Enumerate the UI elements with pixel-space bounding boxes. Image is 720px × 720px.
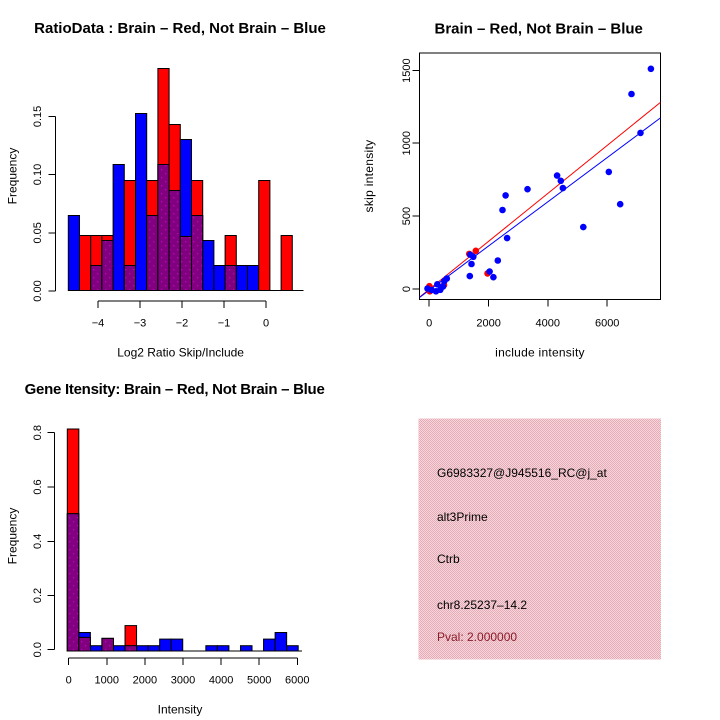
svg-text:0.4: 0.4 [32,534,44,549]
svg-text:0.05: 0.05 [32,222,44,243]
svg-text:0.15: 0.15 [32,106,44,127]
svg-text:0.6: 0.6 [32,479,44,494]
svg-text:4000: 4000 [536,317,560,329]
svg-text:4000: 4000 [209,675,233,687]
svg-text:6000: 6000 [285,675,309,687]
svg-text:alt3Prime: alt3Prime [437,510,488,524]
svg-text:0.0: 0.0 [32,642,44,657]
svg-text:5000: 5000 [247,675,271,687]
svg-text:500: 500 [401,207,413,225]
svg-text:0.8: 0.8 [32,425,44,440]
svg-text:include intensity: include intensity [495,346,585,360]
svg-text:−3: −3 [134,318,147,330]
svg-text:0: 0 [426,317,432,329]
svg-text:Frequency: Frequency [6,148,20,205]
svg-text:0.10: 0.10 [32,164,44,185]
svg-text:Pval: 2.000000: Pval: 2.000000 [437,630,517,644]
svg-text:0.00: 0.00 [32,280,44,301]
svg-text:G6983327@J945516_RC@j_at: G6983327@J945516_RC@j_at [437,466,607,480]
svg-text:−4: −4 [92,318,105,330]
svg-text:1000: 1000 [401,131,413,155]
svg-text:3000: 3000 [171,675,195,687]
svg-text:Brain – Red, Not Brain – Blue: Brain – Red, Not Brain – Blue [435,21,643,38]
svg-text:Ctrb: Ctrb [437,552,460,566]
svg-text:2000: 2000 [476,317,500,329]
svg-text:1500: 1500 [401,58,413,82]
svg-text:6000: 6000 [595,317,619,329]
svg-text:0: 0 [401,286,413,292]
svg-text:0: 0 [263,318,269,330]
svg-text:0: 0 [66,675,72,687]
svg-text:Frequency: Frequency [6,508,20,565]
svg-text:0.2: 0.2 [32,588,44,603]
svg-text:−1: −1 [218,318,231,330]
svg-text:2000: 2000 [133,675,157,687]
svg-text:Log2 Ratio Skip/Include: Log2 Ratio Skip/Include [117,346,244,360]
svg-text:−2: −2 [176,318,189,330]
svg-text:chr8.25237–14.2: chr8.25237–14.2 [437,598,527,612]
svg-text:Intensity: Intensity [158,703,203,717]
svg-text:1000: 1000 [95,675,119,687]
svg-text:Gene Itensity: Brain – Red, No: Gene Itensity: Brain – Red, Not Brain – … [25,381,325,398]
svg-text:skip intensity: skip intensity [362,140,376,213]
svg-text:RatioData : Brain – Red, Not B: RatioData : Brain – Red, Not Brain – Blu… [34,20,326,37]
